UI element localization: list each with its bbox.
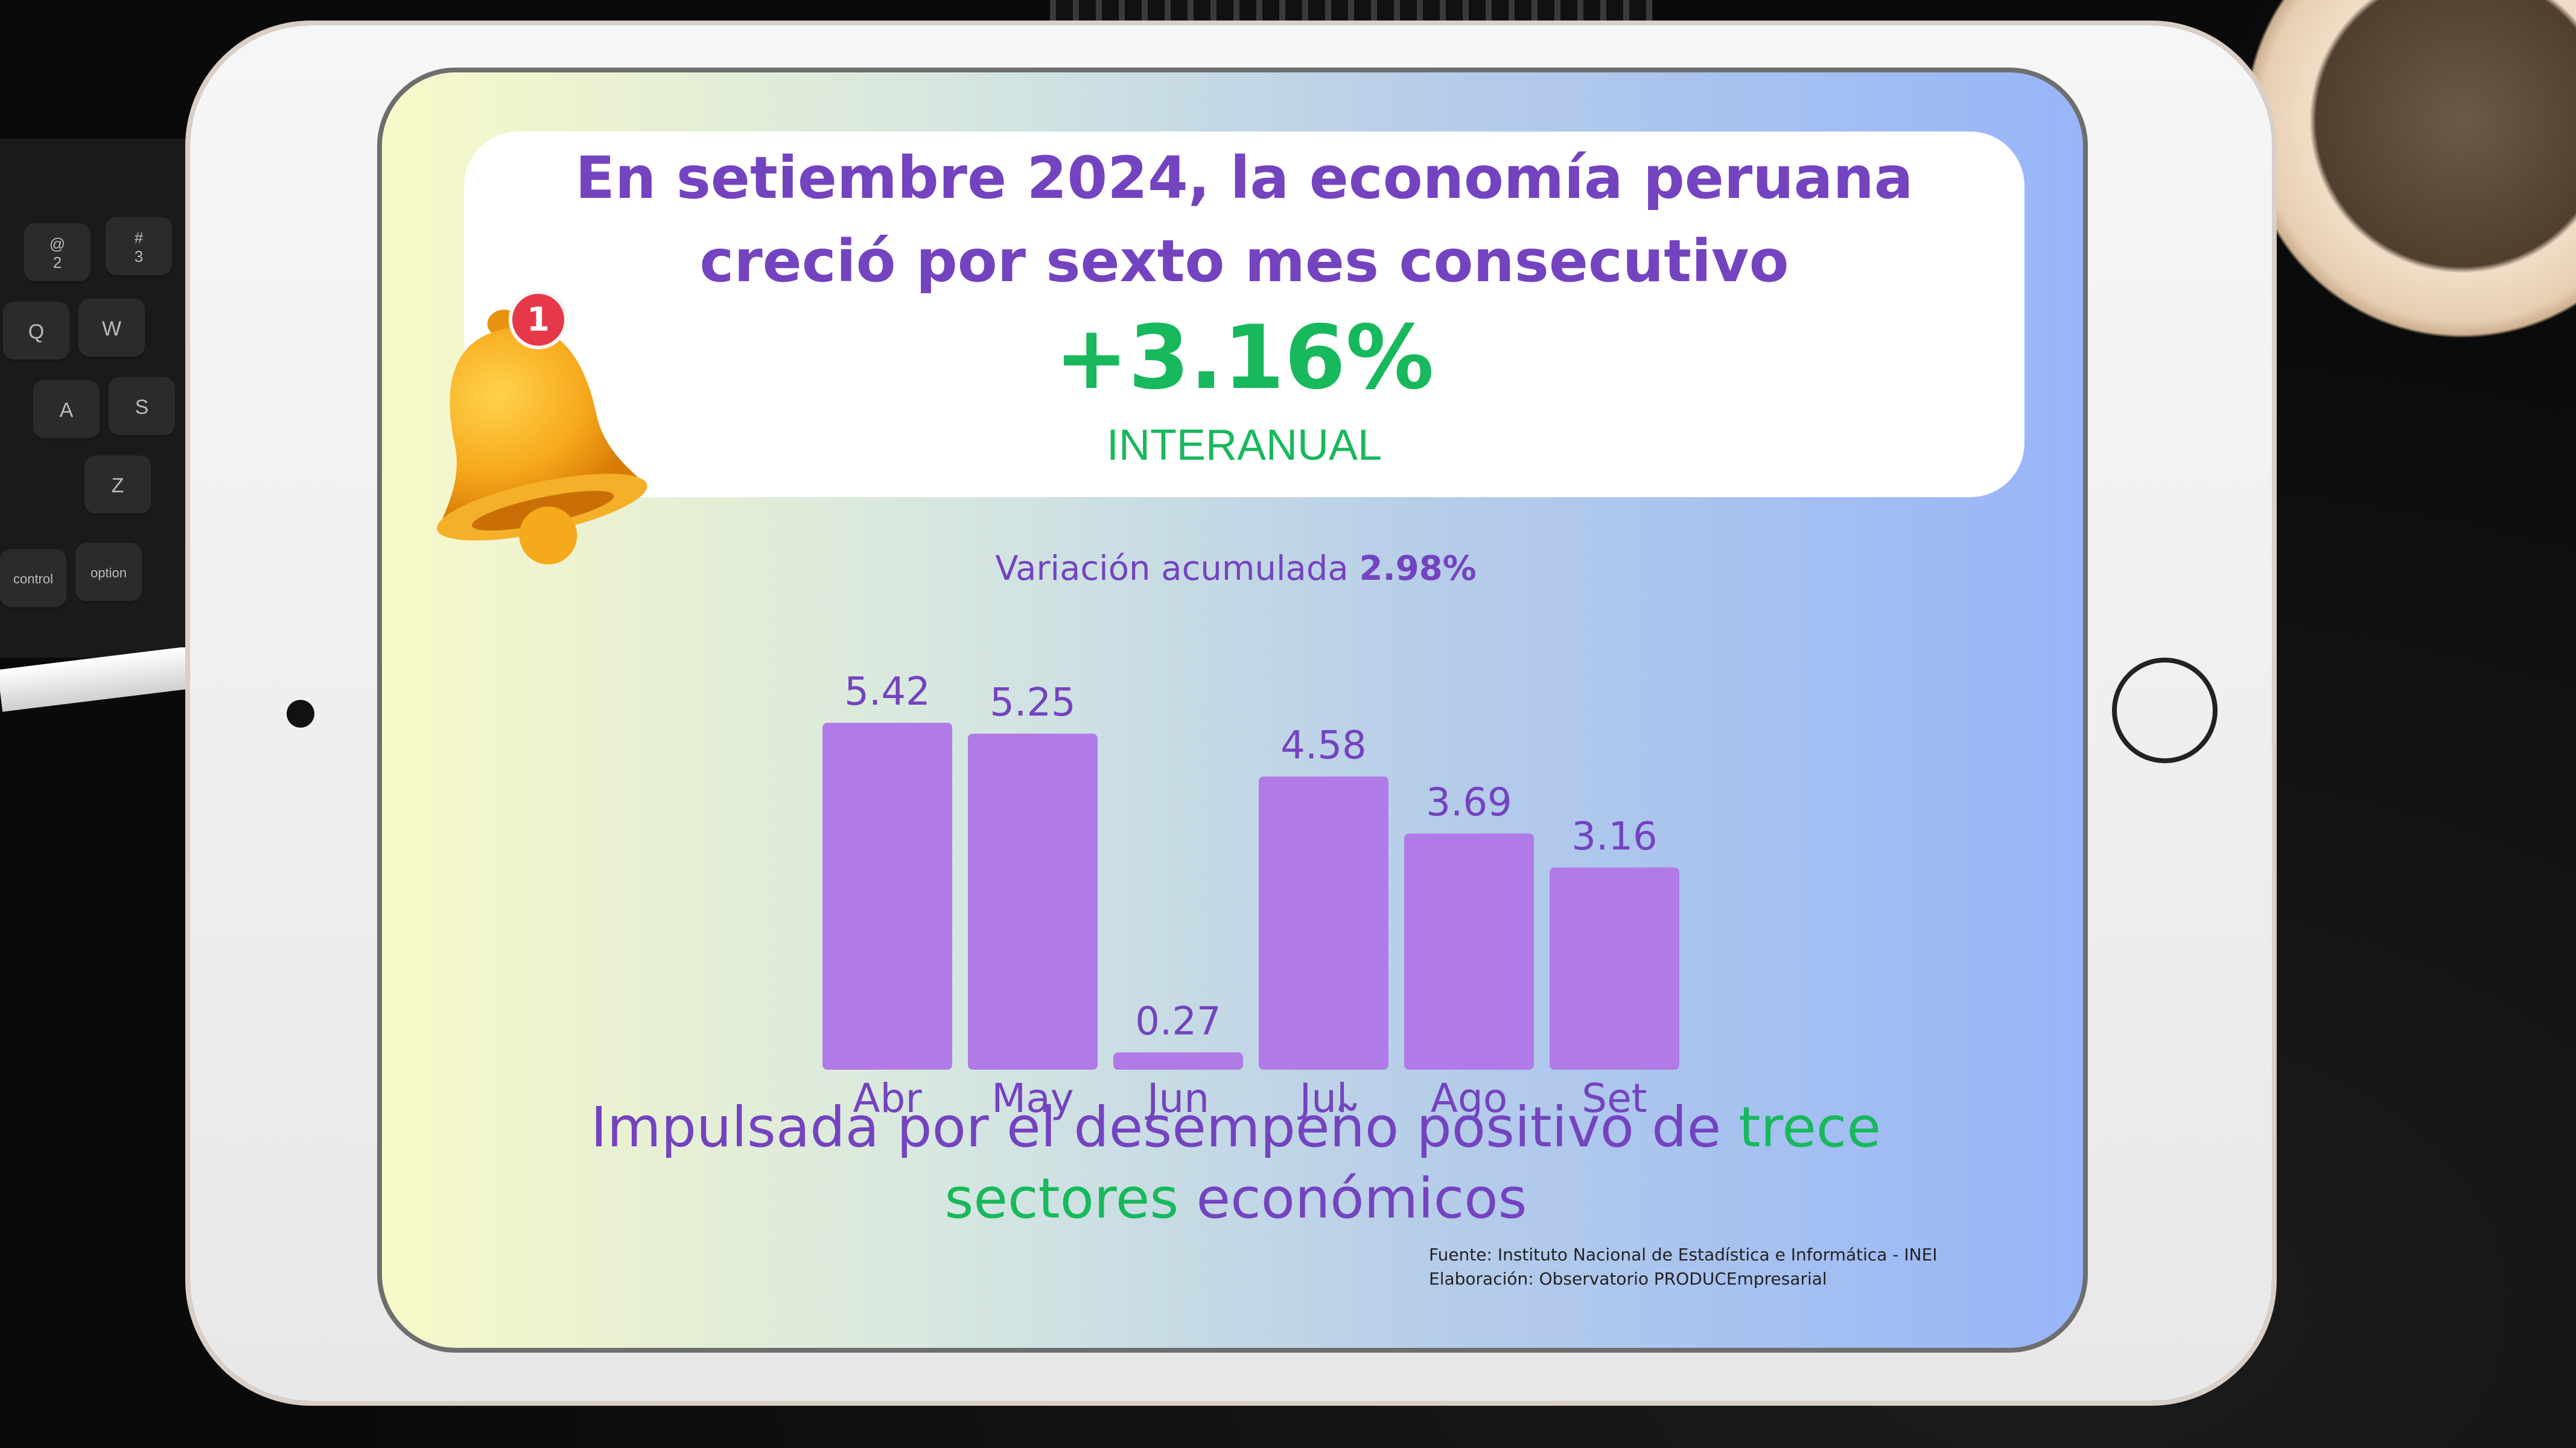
value-label-ago: 3.69 [1426, 781, 1512, 825]
home-button[interactable] [2112, 658, 2218, 763]
key-z: Z [84, 456, 151, 516]
key-w: W [78, 299, 145, 359]
bar-jul [1259, 776, 1388, 1070]
value-label-abr: 5.42 [844, 676, 930, 714]
category-label-ago: Ago [1431, 1075, 1507, 1122]
bar-may [968, 734, 1098, 1070]
notification-badge: 1 [527, 300, 550, 338]
source-elaboracion: Elaboración: Observatorio PRODUCEmpresar… [1429, 1269, 1827, 1289]
accumulated-label: Variación acumulada [995, 549, 1349, 588]
bar-set [1550, 867, 1679, 1070]
headline-card: En setiembre 2024, la economía peruana c… [464, 132, 2024, 497]
growth-value: +3.16% [1054, 306, 1434, 409]
key-s: S [109, 377, 175, 437]
key-2: @2 [24, 223, 91, 284]
bar-jun [1113, 1052, 1243, 1070]
key-control: control [0, 549, 66, 609]
growth-label: INTERANUAL [1106, 421, 1382, 469]
bar-abr [822, 723, 952, 1070]
accumulated-value: 2.98% [1359, 549, 1477, 588]
bar-ago [1404, 833, 1534, 1070]
footer-text-1: Impulsada por el desempeño positivo de [590, 1095, 1739, 1160]
bell-icon: 1 [437, 290, 647, 565]
camera-dot [287, 700, 314, 728]
key-q: Q [3, 302, 69, 362]
value-label-jun: 0.27 [1135, 999, 1221, 1044]
footer-highlight-trece: trece [1738, 1095, 1881, 1160]
category-label-jun: Jun [1145, 1075, 1209, 1122]
headline-line-2: creció por sexto mes consecutivo [699, 227, 1789, 295]
key-3: #3 [106, 217, 172, 278]
accumulated-variation: Variación acumulada 2.98% [382, 549, 2083, 588]
value-label-jul: 4.58 [1280, 723, 1367, 768]
category-label-jul: Jul [1297, 1075, 1348, 1122]
value-label-set: 3.16 [1571, 815, 1658, 859]
footer-highlight-sectores: sectores [944, 1166, 1179, 1231]
key-option: option [75, 543, 142, 603]
notebook-spiral [1050, 0, 1653, 24]
monthly-growth-bar-chart: 5.42 Abr 5.25 May 0.27 Jun 4.58 Jul 3.69 Ago 3.16 S… [822, 676, 1679, 1122]
footer-message: Impulsada por el desempeño positivo de t… [382, 1092, 2083, 1234]
key-a: A [33, 380, 100, 440]
category-label-may: May [991, 1075, 1073, 1122]
category-label-abr: Abr [853, 1075, 922, 1122]
footer-text-2: económicos [1178, 1166, 1527, 1231]
source-note: Fuente: Instituto Nacional de Estadístic… [1429, 1243, 1938, 1291]
category-label-set: Set [1582, 1075, 1647, 1122]
headline: En setiembre 2024, la economía peruana c… [464, 136, 2024, 303]
headline-line-1: En setiembre 2024, la economía peruana [575, 144, 1913, 212]
source-fuente: Fuente: Instituto Nacional de Estadístic… [1429, 1245, 1938, 1265]
tablet-screen: En setiembre 2024, la economía peruana c… [377, 68, 2088, 1353]
value-label-may: 5.25 [990, 681, 1076, 725]
